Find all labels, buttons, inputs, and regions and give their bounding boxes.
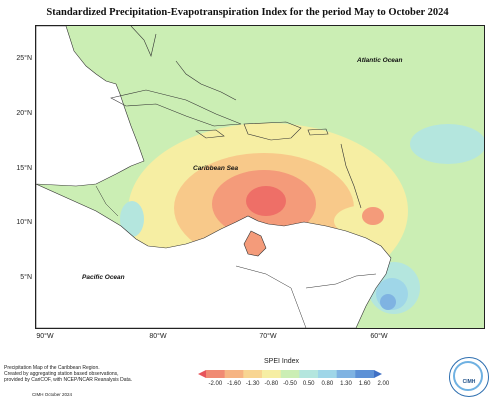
legend-swatch [280, 370, 300, 378]
legend-swatch [243, 370, 263, 378]
legend-tick-label: 0.80 [321, 381, 334, 387]
legend-tick-label: 1.60 [358, 381, 371, 387]
border-venezuela-brazil [305, 273, 377, 289]
legend-tick-label: 1.30 [340, 381, 352, 387]
cimh-logo: CIMH [449, 357, 489, 397]
legend-arrow-high [374, 370, 382, 378]
cuba-outline [110, 89, 242, 127]
footnote-line-1: Precipitation Map of the Caribbean Regio… [4, 365, 100, 371]
footnote: Precipitation Map of the Caribbean Regio… [4, 365, 144, 384]
lesser-antilles-outline [340, 143, 362, 209]
legend-tick-label: -1.60 [227, 381, 241, 387]
legend-swatch [262, 370, 281, 378]
legend-colorbar [198, 370, 382, 378]
legend-tick-label: -0.80 [264, 381, 279, 387]
legend-swatch [355, 370, 375, 378]
legend-colorbar-svg [198, 370, 382, 378]
map-area [35, 25, 485, 329]
map-title: Standardized Precipitation-Evapotranspir… [46, 7, 449, 18]
maracaibo-lake [243, 230, 267, 257]
legend-swatch [206, 370, 225, 378]
legend-swatch [224, 370, 244, 378]
credit-text: CIMH October 2024 [32, 392, 73, 397]
lat-label-20n: 20°N [16, 110, 32, 117]
wet-zone-atlantic [410, 124, 484, 164]
logo-text: CIMH [462, 379, 476, 385]
lon-label-90w: 90°W [36, 333, 54, 340]
lat-label-25n: 25°N [16, 55, 32, 62]
lon-label-60w: 60°W [370, 333, 388, 340]
dry-zone-east-core [362, 207, 384, 225]
border-colombia-venezuela [235, 265, 307, 328]
footnote-line-2: Created by aggregating station based obs… [4, 371, 119, 378]
island-outlines [110, 26, 362, 209]
lat-label-15n: 15°N [16, 165, 32, 172]
border-central-america [95, 185, 119, 217]
label-caribbean-sea: Caribbean Sea [193, 165, 239, 172]
legend-swatch [336, 370, 356, 378]
dry-zone-extreme [246, 186, 286, 216]
legend-title: SPEI Index [264, 358, 300, 365]
legend-tick-label: -2.00 [208, 381, 223, 387]
bahamas-outline [175, 60, 237, 101]
legend-swatch [318, 370, 337, 378]
south-america-land [36, 183, 392, 328]
label-atlantic-ocean: Atlantic Ocean [357, 57, 403, 64]
lon-label-80w: 80°W [149, 333, 167, 340]
wet-zone-guyana-core [380, 294, 396, 310]
legend-tick-label: -0.50 [283, 381, 297, 387]
logo-ring [453, 361, 483, 391]
puerto-rico-outline [307, 128, 329, 136]
wet-zone-pacific [120, 201, 144, 237]
lon-label-70w: 70°W [259, 333, 277, 340]
legend-swatch [299, 370, 319, 378]
map-canvas [36, 26, 484, 328]
lat-label-10n: 10°N [16, 219, 32, 226]
country-borders [95, 185, 377, 328]
legend-arrow-low [198, 370, 206, 378]
lat-label-5n: 5°N [20, 274, 32, 281]
footnote-line-3: provided by CariCOF, with NCEP/NCAR Rean… [4, 377, 133, 384]
legend-tick-label: 0.50 [302, 381, 315, 387]
hispaniola-outline [243, 121, 302, 141]
florida-outline [130, 26, 157, 57]
label-pacific-ocean: Pacific Ocean [82, 274, 125, 281]
land-masks [36, 26, 392, 328]
legend-tick-label: -1.30 [245, 381, 260, 387]
legend-tick-label: 2.00 [377, 381, 390, 387]
jamaica-outline [195, 129, 225, 139]
central-america-land [36, 26, 145, 187]
